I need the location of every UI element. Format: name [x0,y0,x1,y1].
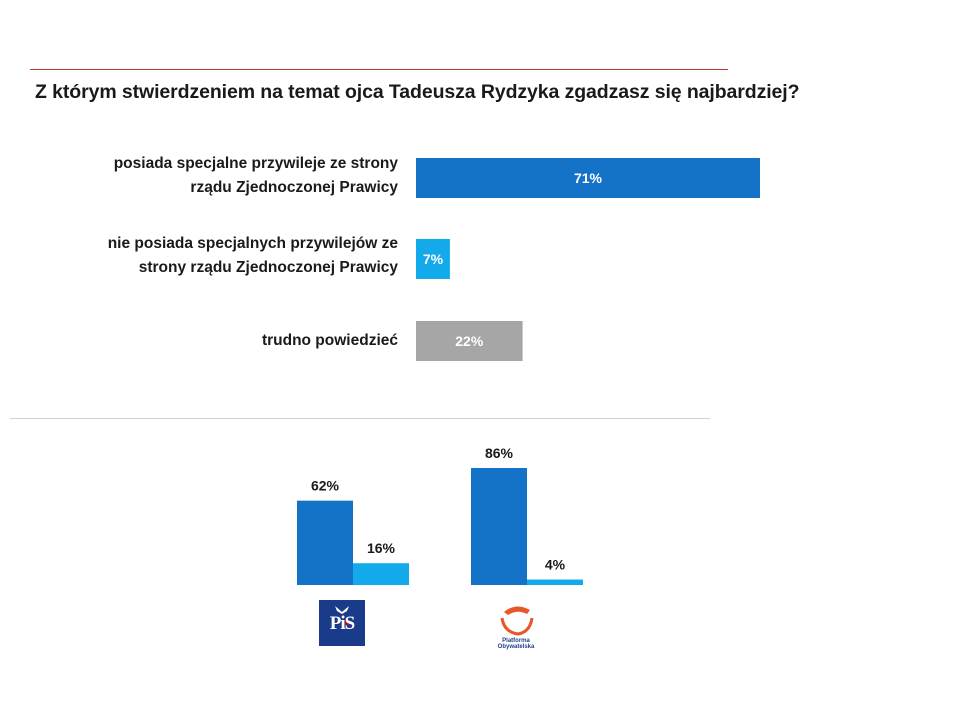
bar-1-value-label: 71% [574,170,603,186]
pis-logo-text: PiS [329,613,355,634]
group-1-bar-2-value-label: 16% [367,540,396,556]
category-label-2-line-2: strony rządu Zjednoczonej Prawicy [138,259,398,276]
horizontal-bar-chart: 71% 7% 22% [416,158,760,361]
bar-2-value-label: 7% [423,251,444,267]
group-1-bar-2 [353,563,409,585]
po-logo-text-line-2: Obywatelska [497,644,535,650]
group-1-bar-1 [297,500,353,585]
section-divider [10,418,710,419]
group-2-bar-1-value-label: 86% [485,445,514,461]
group-2-bar-1 [471,468,527,585]
pis-logo: PiS [319,600,365,646]
category-label-3-line-1: trudno powiedzieć [261,332,398,349]
category-label-3: trudno powiedzieć [262,329,398,353]
po-logo-text: Platforma Obywatelska [490,638,542,650]
category-label-1-line-1: posiada specjalne przywileje ze strony [113,155,398,172]
category-label-1-line-2: rządu Zjednoczonej Prawicy [190,179,398,196]
chart-title: Z którym stwierdzeniem na temat ojca Tad… [35,81,800,103]
bar-2 [416,239,450,279]
group-2-bar-2 [527,579,583,585]
top-divider [30,69,728,70]
category-label-1: posiada specjalne przywileje ze strony r… [114,152,398,200]
group-1-bar-1-value-label: 62% [311,478,340,494]
category-label-2-line-1: nie posiada specjalnych przywilejów ze [107,235,398,252]
po-logo-text-line-1: Platforma [502,638,530,644]
pis-eagle-icon [335,606,349,625]
group-2-bar-2-value-label: 4% [545,557,566,573]
bar-3-value-label: 22% [455,333,484,349]
category-label-2: nie posiada specjalnych przywilejów ze s… [108,232,398,280]
party-bar-chart: 62% 16% 86% 4% [297,445,583,585]
bar-3 [416,321,523,361]
po-bird-icon [500,606,534,636]
bar-1 [416,158,760,198]
po-logo: Platforma Obywatelska [490,600,542,654]
